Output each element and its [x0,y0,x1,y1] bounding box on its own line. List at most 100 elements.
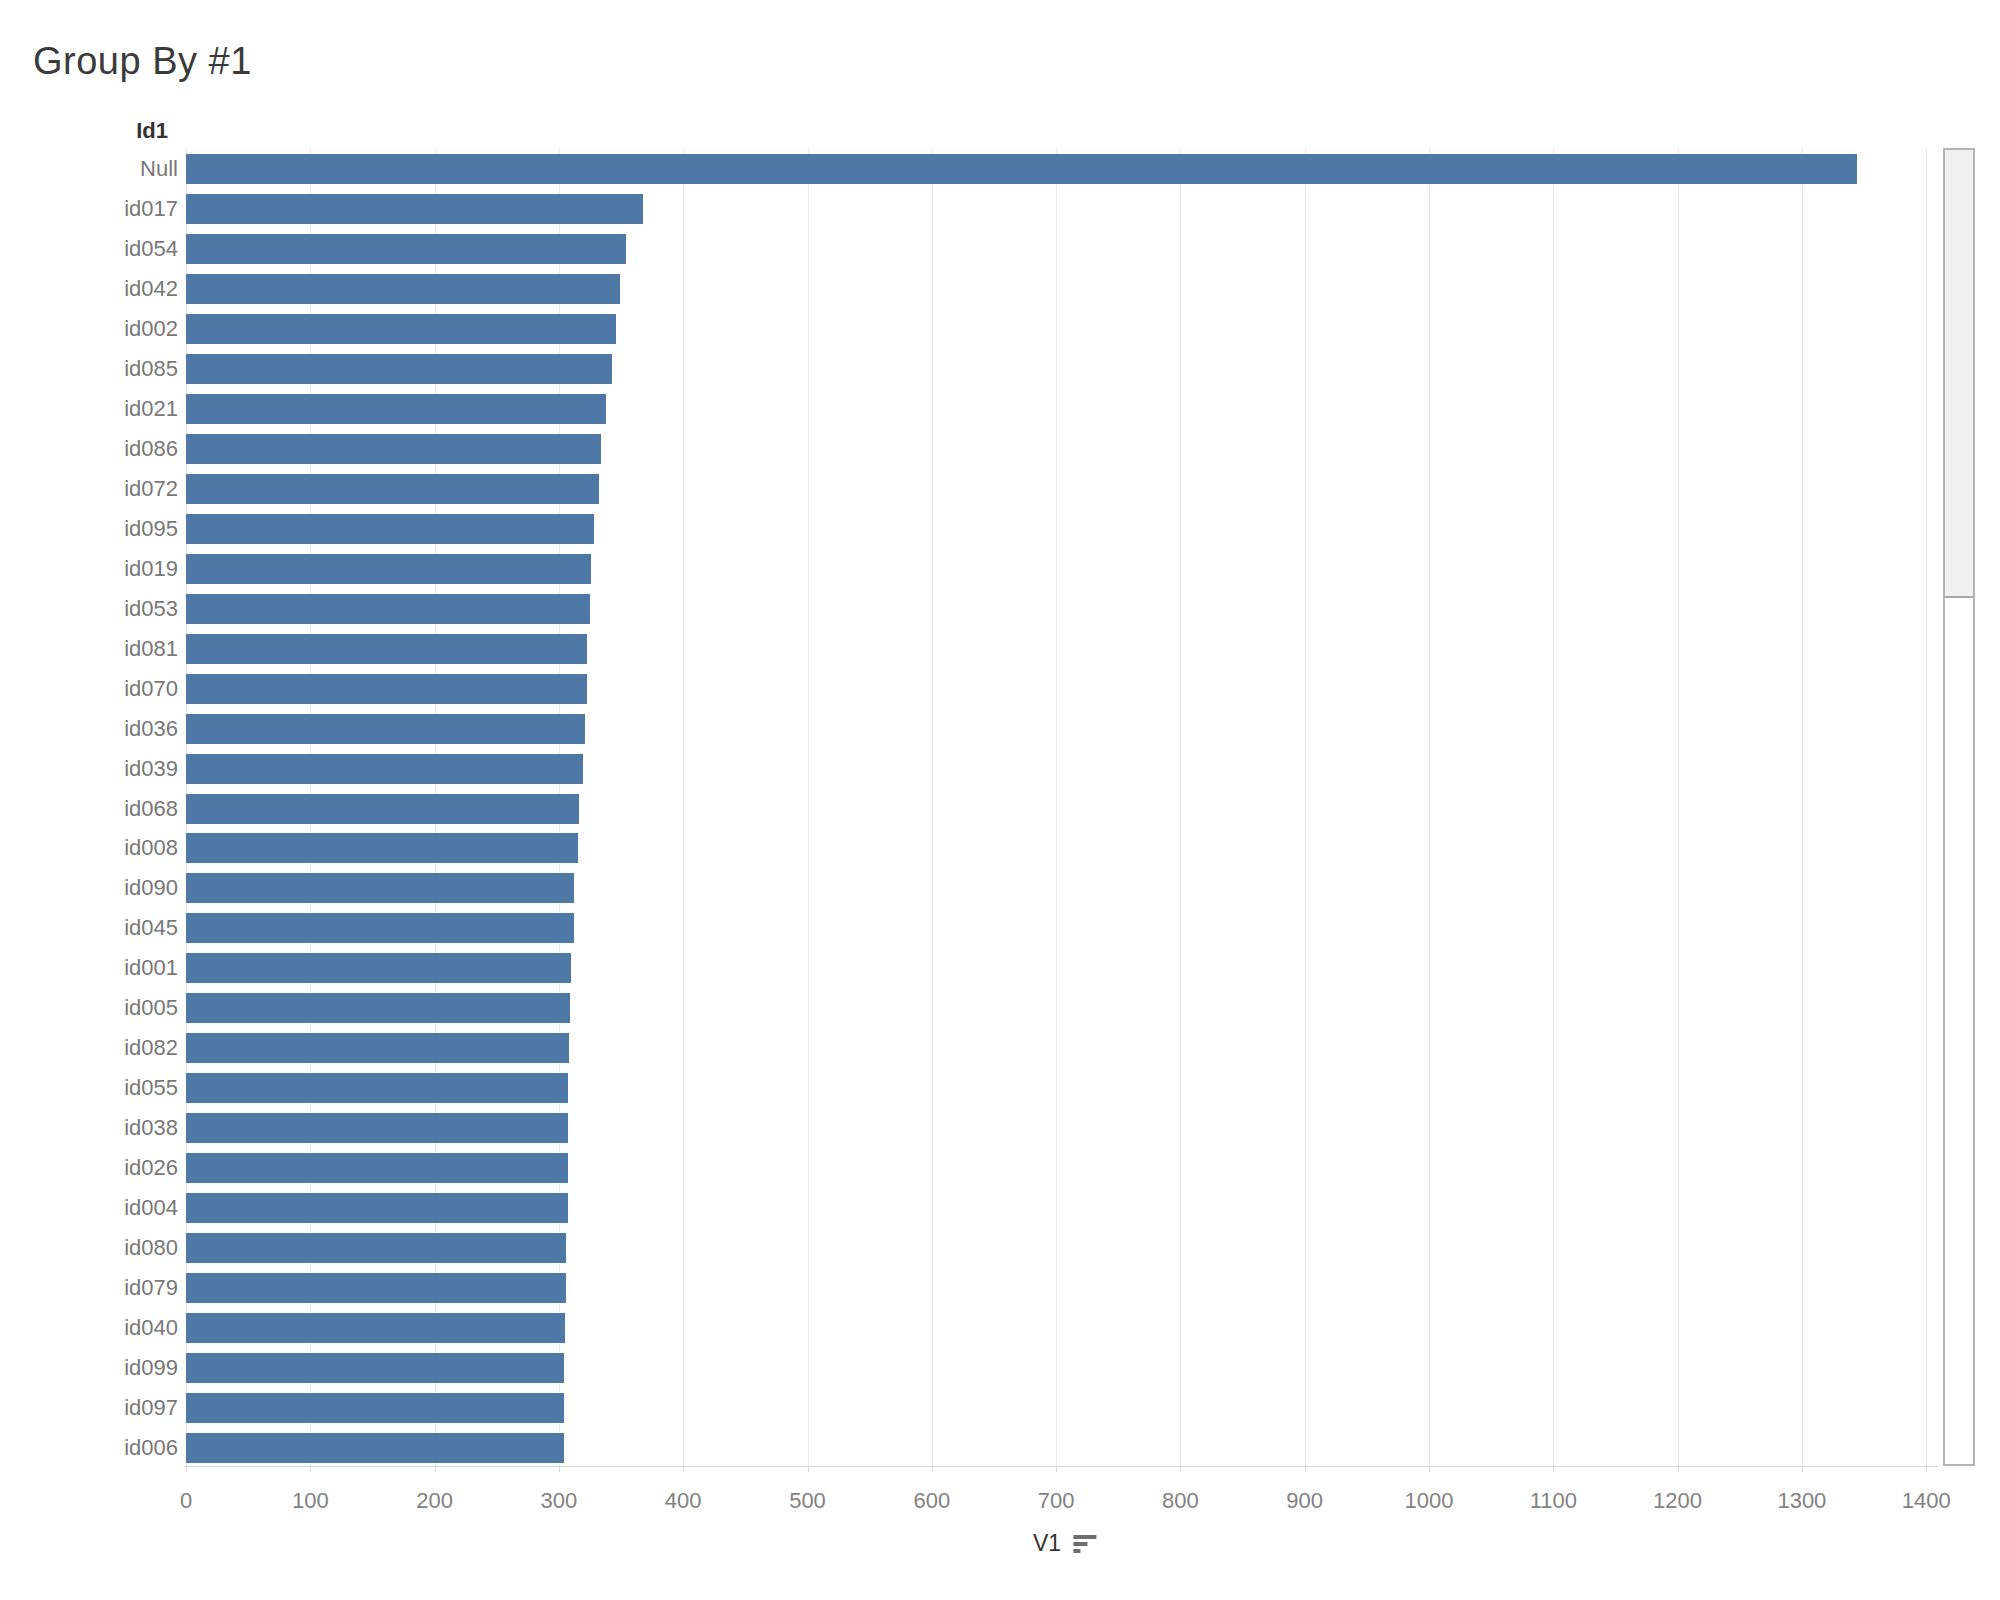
bar-id026[interactable] [186,1153,568,1183]
row-label-id001[interactable]: id001 [0,955,178,981]
bar-id001[interactable] [186,953,571,983]
row-label-id095[interactable]: id095 [0,516,178,542]
row-label-id045[interactable]: id045 [0,915,178,941]
tickmark-1000 [1429,1466,1430,1472]
row-label-id085[interactable]: id085 [0,356,178,382]
row-label-Null[interactable]: Null [0,156,178,182]
tickmark-300 [559,1466,560,1472]
tickmark-400 [683,1466,684,1472]
tickmark-1400 [1926,1466,1927,1472]
x-tick-label-600: 600 [913,1488,950,1514]
bar-id079[interactable] [186,1273,566,1303]
row-label-id068[interactable]: id068 [0,796,178,822]
row-label-id070[interactable]: id070 [0,676,178,702]
bar-id002[interactable] [186,314,616,344]
row-label-id039[interactable]: id039 [0,756,178,782]
row-label-id053[interactable]: id053 [0,596,178,622]
row-label-id008[interactable]: id008 [0,835,178,861]
row-label-id072[interactable]: id072 [0,476,178,502]
tickmark-0 [186,1466,187,1472]
bar-id099[interactable] [186,1353,564,1383]
bar-id045[interactable] [186,913,574,943]
tickmark-600 [932,1466,933,1472]
row-label-id017[interactable]: id017 [0,196,178,222]
bar-id042[interactable] [186,274,620,304]
row-label-id054[interactable]: id054 [0,236,178,262]
x-tick-label-1000: 1000 [1405,1488,1454,1514]
bar-id006[interactable] [186,1433,564,1463]
row-label-id082[interactable]: id082 [0,1035,178,1061]
bar-id072[interactable] [186,474,599,504]
gridline-1200 [1678,148,1679,1466]
bar-id082[interactable] [186,1033,569,1063]
row-label-id081[interactable]: id081 [0,636,178,662]
gridline-500 [808,148,809,1466]
row-label-id004[interactable]: id004 [0,1195,178,1221]
row-label-id099[interactable]: id099 [0,1355,178,1381]
row-label-id036[interactable]: id036 [0,716,178,742]
row-label-id055[interactable]: id055 [0,1075,178,1101]
x-axis-line [184,1466,1939,1467]
vertical-scrollbar[interactable] [1943,148,1975,1466]
row-label-id097[interactable]: id097 [0,1395,178,1421]
bar-id085[interactable] [186,354,612,384]
row-label-id038[interactable]: id038 [0,1115,178,1141]
x-tick-label-700: 700 [1038,1488,1075,1514]
x-tick-label-300: 300 [541,1488,578,1514]
bar-id090[interactable] [186,873,574,903]
scrollbar-thumb[interactable] [1945,150,1973,598]
row-label-id079[interactable]: id079 [0,1275,178,1301]
bar-id053[interactable] [186,594,590,624]
row-label-id090[interactable]: id090 [0,875,178,901]
bar-id095[interactable] [186,514,594,544]
x-tick-label-1400: 1400 [1902,1488,1951,1514]
bar-id086[interactable] [186,434,601,464]
x-tick-label-200: 200 [416,1488,453,1514]
bar-id068[interactable] [186,794,579,824]
x-tick-label-100: 100 [292,1488,329,1514]
row-label-id086[interactable]: id086 [0,436,178,462]
bar-id040[interactable] [186,1313,565,1343]
bar-Null[interactable] [186,154,1857,184]
gridline-600 [932,148,933,1466]
tickmark-100 [310,1466,311,1472]
gridline-1300 [1802,148,1803,1466]
x-axis-label[interactable]: V1 [1033,1530,1096,1557]
row-label-id026[interactable]: id026 [0,1155,178,1181]
row-label-id006[interactable]: id006 [0,1435,178,1461]
bar-id097[interactable] [186,1393,564,1423]
x-tick-label-900: 900 [1286,1488,1323,1514]
bar-id036[interactable] [186,714,585,744]
bar-id080[interactable] [186,1233,566,1263]
bar-id005[interactable] [186,993,570,1023]
bar-id039[interactable] [186,754,583,784]
row-label-id080[interactable]: id080 [0,1235,178,1261]
row-label-id021[interactable]: id021 [0,396,178,422]
x-tick-label-1100: 1100 [1530,1488,1577,1514]
bar-id019[interactable] [186,554,591,584]
x-tick-label-1300: 1300 [1777,1488,1826,1514]
bar-id004[interactable] [186,1193,568,1223]
tickmark-500 [808,1466,809,1472]
tickmark-1100 [1553,1466,1554,1472]
row-label-id002[interactable]: id002 [0,316,178,342]
bar-id008[interactable] [186,833,578,863]
row-label-id042[interactable]: id042 [0,276,178,302]
row-label-id019[interactable]: id019 [0,556,178,582]
bar-id070[interactable] [186,674,587,704]
bar-id038[interactable] [186,1113,568,1143]
tickmark-1200 [1678,1466,1679,1472]
sort-descending-icon[interactable] [1073,1535,1096,1553]
tickmark-200 [435,1466,436,1472]
bar-id021[interactable] [186,394,606,424]
bar-id017[interactable] [186,194,643,224]
gridline-1000 [1429,148,1430,1466]
bar-id055[interactable] [186,1073,568,1103]
row-label-id040[interactable]: id040 [0,1315,178,1341]
gridline-700 [1056,148,1057,1466]
bar-id054[interactable] [186,234,626,264]
bar-chart: Null id017 id054 id042 id002 id085 id021 id086 i… [0,0,2000,1600]
bar-id081[interactable] [186,634,587,664]
row-label-id005[interactable]: id005 [0,995,178,1021]
tickmark-900 [1305,1466,1306,1472]
